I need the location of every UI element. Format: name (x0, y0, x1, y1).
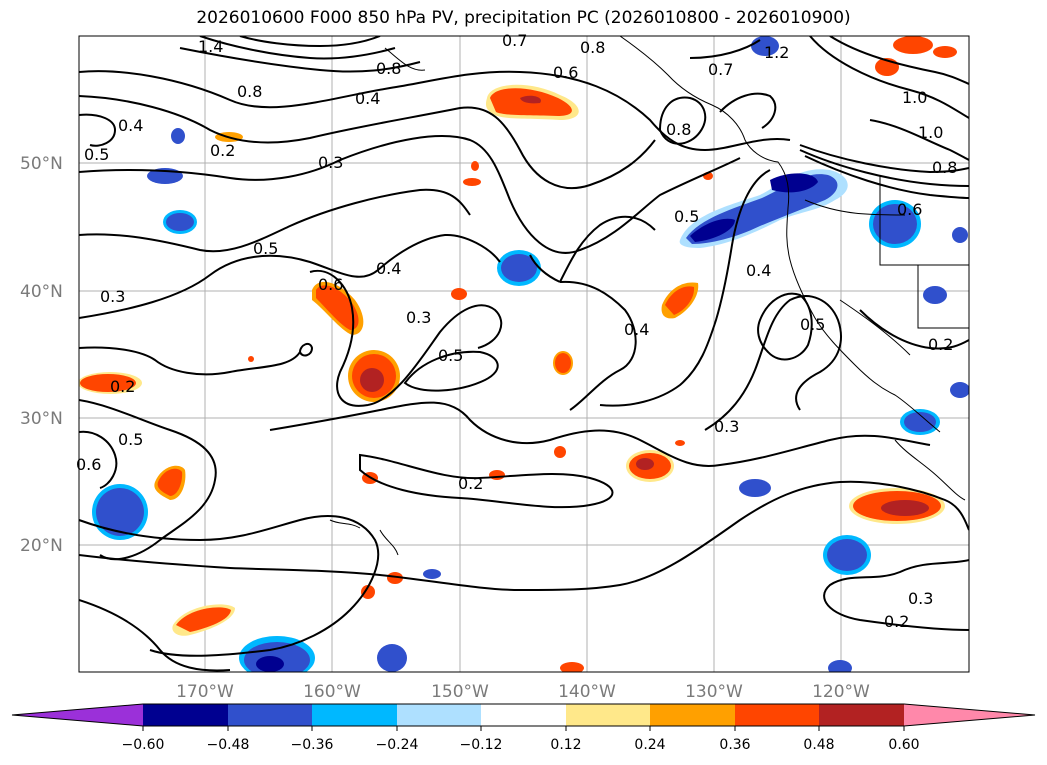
contour-label: 0.8 (580, 38, 605, 57)
contour-label: 0.4 (746, 261, 771, 280)
lat-label: 50°N (20, 154, 63, 174)
lon-label: 160°W (303, 682, 361, 702)
contour-label: 0.4 (624, 320, 649, 339)
contour-labels: 0.2 0.2 0.2 0.2 0.2 0.3 0.3 0.3 0.3 0.3 … (76, 31, 957, 631)
lat-label: 20°N (20, 536, 63, 556)
lat-labels: 50°N 40°N 30°N 20°N (20, 154, 63, 556)
colorbar: −0.60 −0.48 −0.36 −0.24 −0.12 0.12 0.24 … (11, 703, 1036, 753)
contour-label: 0.8 (237, 82, 262, 101)
contour-label: 0.8 (932, 158, 957, 177)
colorbar-tick-label: 0.24 (634, 737, 665, 753)
colorbar-bin (312, 704, 397, 726)
contour-label: 0.3 (908, 589, 933, 608)
contour-label: 1.0 (918, 123, 943, 142)
lon-label: 150°W (431, 682, 489, 702)
colorbar-tick-label: 0.12 (550, 737, 581, 753)
contour-label: 0.5 (674, 207, 699, 226)
lon-label: 120°W (812, 682, 870, 702)
contour-label: 0.5 (253, 239, 278, 258)
colorbar-bin (735, 704, 819, 726)
colorbar-tick-label: −0.48 (207, 737, 250, 753)
colorbar-tick-label: 0.48 (803, 737, 834, 753)
colorbar-tick-label: −0.12 (460, 737, 503, 753)
precip-negative (92, 36, 969, 672)
coastlines (329, 36, 969, 556)
colorbar-extend-right (904, 704, 1035, 726)
colorbar-tick-label: 0.60 (888, 737, 919, 753)
colorbar-bin (566, 704, 650, 726)
colorbar-extend-left (12, 704, 143, 726)
colorbar-bin (650, 704, 735, 726)
contour-label: 0.5 (118, 430, 143, 449)
contour-label: 0.3 (406, 308, 431, 327)
contour-label: 0.7 (708, 60, 733, 79)
contour-label: 1.4 (198, 37, 223, 56)
contour-label: 0.4 (118, 116, 143, 135)
colorbar-bin (481, 704, 566, 726)
contour-label: 0.2 (110, 377, 135, 396)
colorbar-bin (143, 704, 228, 726)
contour-label: 0.3 (100, 287, 125, 306)
contour-label: 0.6 (76, 455, 101, 474)
chart-title: 2026010600 F000 850 hPa PV, precipitatio… (196, 8, 851, 28)
map-frame (78, 35, 970, 673)
contour-label: 0.5 (438, 346, 463, 365)
contour-label: 0.5 (800, 315, 825, 334)
colorbar-tick-label: 0.36 (719, 737, 750, 753)
lon-label: 130°W (685, 682, 743, 702)
contour-label: 0.2 (210, 141, 235, 160)
lat-label: 30°N (20, 409, 63, 429)
precip-patches (79, 36, 969, 672)
contour-label: 0.6 (897, 200, 922, 219)
contour-label: 0.4 (355, 89, 380, 108)
contour-label: 0.6 (318, 275, 343, 294)
precip-positive (79, 36, 957, 672)
contour-label: 0.3 (318, 153, 343, 172)
colorbar-tick-label: −0.24 (376, 737, 419, 753)
lon-label: 170°W (176, 682, 234, 702)
colorbar-tick-label: −0.36 (291, 737, 334, 753)
contour-label: 0.2 (928, 335, 953, 354)
lat-label: 40°N (20, 282, 63, 302)
contour-label: 0.4 (376, 259, 401, 278)
colorbar-bin (397, 704, 481, 726)
colorbar-bin (228, 704, 312, 726)
colorbar-bin (819, 704, 904, 726)
contour-label: 0.8 (376, 59, 401, 78)
contour-label: 0.2 (458, 474, 483, 493)
contour-label: 0.2 (884, 612, 909, 631)
contour-label: 0.7 (502, 31, 527, 50)
contour-label: 0.6 (553, 63, 578, 82)
lon-labels: 170°W 160°W 150°W 140°W 130°W 120°W (176, 682, 870, 702)
contour-label: 0.5 (84, 145, 109, 164)
contour-label: 0.3 (714, 417, 739, 436)
contour-label: 1.2 (764, 43, 789, 62)
pv-contours (79, 36, 969, 672)
colorbar-tick-label: −0.60 (122, 737, 165, 753)
gridlines (79, 36, 969, 672)
contour-label: 0.8 (666, 120, 691, 139)
lon-label: 140°W (558, 682, 616, 702)
contour-label: 1.0 (902, 88, 927, 107)
colorbar-ticks (142, 726, 905, 731)
